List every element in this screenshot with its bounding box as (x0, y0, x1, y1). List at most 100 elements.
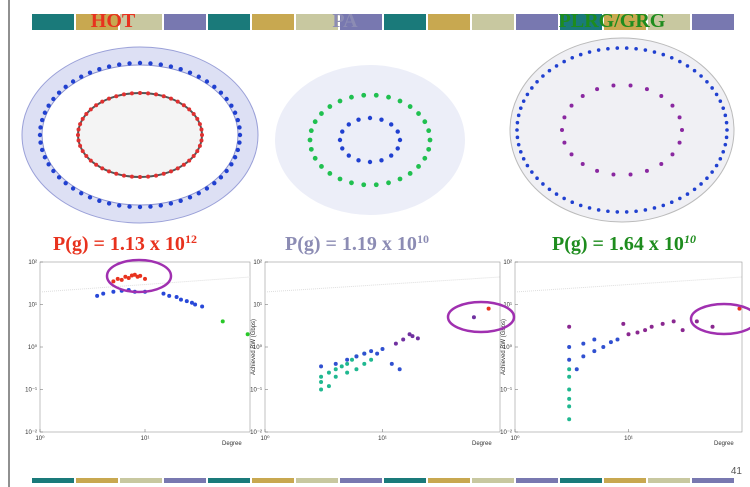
node (237, 125, 242, 130)
point (601, 345, 606, 349)
decor-bar (648, 478, 690, 483)
node (327, 171, 333, 176)
point (567, 367, 572, 372)
node (346, 122, 351, 127)
point (132, 272, 137, 277)
node (138, 175, 142, 179)
y-tick-label: 10¹ (28, 303, 37, 309)
node (569, 103, 574, 108)
node (578, 52, 583, 57)
point (649, 324, 654, 329)
decor-bar (384, 478, 426, 483)
node (175, 166, 180, 171)
column-title: PA (332, 10, 358, 32)
decor-bar (76, 478, 118, 483)
node (148, 204, 153, 209)
point (111, 279, 116, 284)
node (518, 150, 523, 154)
node (643, 208, 648, 212)
node (88, 158, 93, 163)
node (547, 68, 552, 73)
decor-bar (560, 14, 602, 30)
node (70, 79, 76, 84)
node (395, 129, 400, 134)
node (94, 162, 99, 167)
node (158, 62, 163, 67)
point (184, 299, 189, 304)
point (339, 364, 344, 369)
y-tick-label: 10⁻² (250, 430, 262, 436)
node (87, 70, 93, 75)
network-diagrams (21, 37, 735, 224)
node (319, 111, 324, 116)
node (168, 64, 174, 69)
node (127, 204, 132, 209)
point (95, 293, 100, 298)
node (541, 74, 545, 78)
node (106, 64, 112, 69)
decor-bar (560, 478, 602, 483)
node (218, 90, 224, 95)
node (367, 159, 373, 165)
point (694, 319, 699, 324)
formula-exponent: 12 (185, 232, 197, 246)
node (129, 174, 134, 179)
node (721, 150, 726, 154)
node (349, 94, 354, 100)
node (191, 112, 196, 116)
node (97, 198, 102, 203)
node (114, 171, 119, 176)
point (333, 367, 338, 372)
node (628, 83, 633, 88)
formula-text: P(g) = 1.13 x 10 (53, 233, 185, 255)
node (562, 196, 566, 201)
point (567, 387, 572, 392)
node (525, 92, 530, 97)
node (158, 203, 163, 208)
node (154, 173, 159, 178)
node (121, 173, 126, 178)
node (710, 86, 714, 90)
node (677, 115, 682, 120)
node (199, 138, 204, 143)
decor-bar (296, 14, 338, 30)
point (567, 417, 572, 422)
node (308, 128, 314, 134)
node (669, 200, 674, 205)
point (660, 321, 665, 326)
node (168, 201, 174, 206)
node (395, 146, 400, 151)
node (541, 182, 545, 186)
column-title: PLRG/GRG (559, 10, 666, 32)
point (189, 300, 194, 305)
node (196, 191, 201, 196)
node (554, 64, 559, 68)
node (204, 79, 210, 84)
node (70, 186, 76, 191)
point (407, 332, 412, 337)
node (606, 209, 610, 214)
node (379, 158, 384, 163)
node (516, 113, 521, 118)
node (678, 59, 682, 64)
y-axis-label: Achieved BW (Gbps) (251, 319, 257, 375)
node (643, 48, 648, 52)
node (595, 168, 600, 173)
node (515, 120, 520, 125)
node (78, 143, 83, 148)
point (345, 361, 350, 366)
node (195, 149, 200, 154)
decor-bar (604, 478, 646, 483)
node (407, 104, 413, 109)
node (39, 147, 45, 153)
point (349, 357, 354, 362)
node (46, 162, 51, 167)
point (592, 349, 597, 354)
node (718, 99, 723, 103)
node (76, 138, 81, 143)
node (114, 94, 119, 99)
node (692, 187, 697, 192)
node (106, 201, 112, 206)
node (714, 163, 719, 168)
